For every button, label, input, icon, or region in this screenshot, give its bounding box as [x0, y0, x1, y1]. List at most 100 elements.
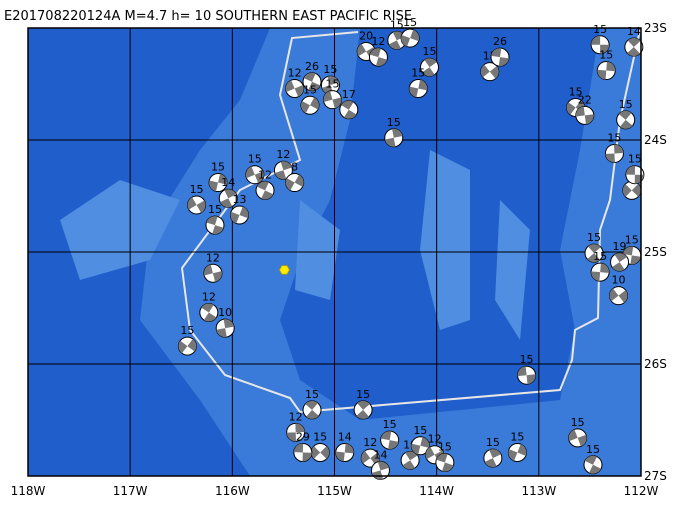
- beachball-quadrant: [517, 366, 536, 385]
- depth-label: 15: [571, 416, 585, 429]
- depth-label: 15: [593, 23, 607, 36]
- beachball: 29: [293, 430, 313, 462]
- beachball-quadrant: [321, 76, 339, 95]
- beachball: 15: [208, 161, 228, 193]
- beachball: 12: [203, 251, 223, 283]
- depth-label: 12: [371, 35, 385, 48]
- depth-label: 15: [587, 231, 601, 244]
- depth-label: 15: [305, 388, 319, 401]
- beachball-quadrant: [380, 431, 399, 450]
- beachball: 12: [368, 35, 388, 67]
- depth-label: 15: [190, 183, 204, 196]
- beachball-quadrant: [178, 338, 197, 354]
- beachball-quadrant: [484, 449, 502, 468]
- beachball: 12: [360, 436, 380, 468]
- beachball-quadrant: [612, 253, 628, 272]
- depth-label: 20: [359, 30, 373, 43]
- depth-label: 15: [423, 45, 437, 58]
- beachball: 15: [177, 324, 197, 356]
- depth-label: 15: [510, 430, 524, 443]
- beachball-quadrant: [256, 181, 274, 200]
- depth-label: 15: [586, 443, 600, 456]
- beachball-quadrant: [230, 206, 249, 224]
- depth-label: 15: [208, 203, 222, 216]
- depth-label: 15: [413, 424, 427, 437]
- depth-label: 15: [211, 161, 225, 174]
- depth-label: 15: [411, 66, 425, 79]
- depth-label: 15: [387, 116, 401, 129]
- beachball-quadrant: [311, 446, 330, 459]
- beachball-quadrant: [409, 79, 428, 98]
- depth-label: 10: [612, 274, 626, 287]
- beachball-quadrant: [402, 451, 418, 470]
- beachball-quadrant: [568, 429, 587, 447]
- beachball: 15: [322, 78, 342, 110]
- beachball-quadrant: [627, 38, 641, 57]
- depth-label: 15: [569, 86, 583, 99]
- beachball: 15: [596, 49, 616, 81]
- beachball-quadrant: [285, 174, 304, 191]
- y-tick-label: 25S: [644, 245, 667, 259]
- beachball: 10: [215, 306, 235, 338]
- beachball: 14: [218, 176, 238, 208]
- beachball-quadrant: [335, 443, 354, 462]
- depth-label: 15: [607, 131, 621, 144]
- depth-label: 15: [323, 63, 337, 76]
- depth-label: 15: [520, 353, 534, 366]
- x-tick-label: 118W: [11, 484, 46, 498]
- beachball-quadrant: [575, 106, 594, 125]
- beachball-quadrant: [491, 48, 509, 67]
- beachball: 15: [420, 45, 440, 77]
- depth-label: 12: [206, 251, 220, 264]
- y-tick-label: 27S: [644, 469, 667, 483]
- beachball: 15: [410, 424, 430, 456]
- depth-label: 15: [180, 324, 194, 337]
- y-tick-label: 24S: [644, 133, 667, 147]
- depth-label: 15: [599, 49, 613, 62]
- beachball: 8: [285, 161, 305, 193]
- depth-label: 14: [627, 25, 641, 38]
- depth-label: 14: [338, 430, 352, 443]
- depth-label: 12: [276, 148, 290, 161]
- beachball: 19: [610, 240, 630, 272]
- depth-label: 26: [493, 35, 507, 48]
- depth-label: 15: [303, 83, 317, 96]
- depth-label: 15: [248, 153, 262, 166]
- depth-label: 8: [291, 161, 298, 174]
- x-tick-label: 114W: [419, 484, 454, 498]
- beachball-quadrant: [388, 31, 405, 50]
- beachball: 22: [575, 93, 595, 125]
- beachball-quadrant: [293, 443, 312, 462]
- depth-label: 15: [390, 18, 404, 31]
- beachball: 15: [320, 63, 340, 95]
- beachball-quadrant: [591, 35, 610, 54]
- beachball: 15: [380, 418, 400, 450]
- beachball: 15: [400, 16, 420, 48]
- beachball: 15: [584, 231, 604, 263]
- beachball-quadrant: [480, 64, 499, 79]
- beachball: 15: [590, 250, 610, 282]
- beachball: 12: [285, 66, 305, 98]
- beachball: 17: [339, 88, 359, 120]
- beachball: 15: [408, 66, 428, 98]
- beachball-quadrant: [369, 48, 388, 67]
- beachball-quadrant: [245, 166, 264, 184]
- y-tick-label: 26S: [644, 357, 667, 371]
- beachball: 26: [490, 35, 510, 67]
- map-frame: [27, 27, 642, 477]
- beachball-quadrant: [618, 110, 633, 129]
- depth-label: 15: [438, 441, 452, 454]
- depth-label: 15: [383, 418, 397, 431]
- x-tick-label: 115W: [317, 484, 352, 498]
- beachball: 15: [353, 388, 373, 420]
- beachball: 15: [384, 116, 404, 148]
- beachball-quadrant: [371, 461, 390, 480]
- beachball-quadrant: [203, 264, 222, 283]
- depth-label: 15: [625, 233, 639, 246]
- depth-label: 14: [373, 448, 387, 461]
- epicenter: [278, 265, 290, 275]
- beachball-quadrant: [411, 437, 430, 455]
- x-tick-label: 112W: [624, 484, 659, 498]
- x-tick-label: 113W: [521, 484, 556, 498]
